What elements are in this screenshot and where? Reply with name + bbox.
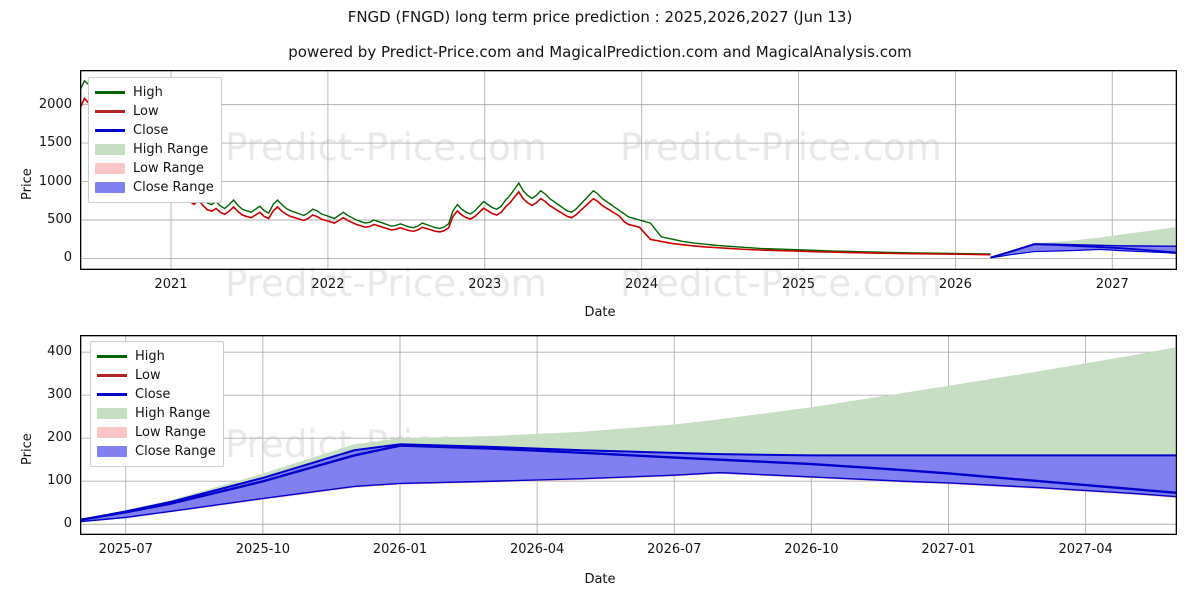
legend-label: High: [135, 349, 165, 364]
y-tick-label: 2000: [38, 96, 72, 112]
watermark: Predict-Price.com: [225, 126, 547, 169]
overview-legend-item: Low Range: [95, 159, 214, 178]
plot-frame: [80, 70, 1177, 270]
x-tick-label: 2022: [311, 277, 345, 292]
legend-label: High: [133, 85, 163, 100]
legend-label: Low Range: [135, 425, 206, 440]
legend-swatch-close-range-icon: [95, 182, 125, 193]
forecast-plot: [80, 335, 1177, 535]
overview-legend-item: Low: [95, 102, 214, 121]
x-tick-label: 2026: [938, 277, 972, 292]
legend-swatch-low-icon: [95, 110, 125, 113]
legend-label: High Range: [135, 406, 211, 421]
legend-swatch-close-range-icon: [97, 446, 127, 457]
overview-legend-item: Close Range: [95, 178, 214, 197]
close-lower-line: [80, 471, 1177, 523]
overview-chart-axes: [80, 70, 1177, 270]
close-upper-line: [990, 243, 1177, 259]
overview-y-axis-label: Price: [20, 168, 35, 200]
forecast-legend-item: Close: [97, 385, 216, 404]
close-lower-line: [990, 248, 1177, 259]
high-range-band: [990, 226, 1177, 258]
close-line: [80, 444, 1177, 522]
legend-label: Close: [133, 123, 169, 138]
legend-label: Close: [135, 387, 171, 402]
overview-plot: [80, 70, 1177, 270]
legend-label: Close Range: [135, 444, 216, 459]
y-tick-label: 0: [63, 516, 72, 532]
forecast-legend-item: High: [97, 347, 216, 366]
x-tick-label: 2027: [1095, 277, 1129, 292]
legend-label: High Range: [133, 142, 209, 157]
legend-label: Low: [135, 368, 161, 383]
forecast-x-axis-label: Date: [584, 572, 616, 587]
legend-swatch-low-range-icon: [97, 427, 127, 438]
forecast-y-axis-label: Price: [20, 433, 35, 465]
close-range-band: [80, 444, 1177, 522]
x-tick-label: 2025: [781, 277, 816, 292]
legend-swatch-low-range-icon: [95, 163, 125, 174]
y-tick-label: 500: [47, 212, 72, 227]
y-tick-label: 1000: [38, 173, 72, 189]
page-title: FNGD (FNGD) long term price prediction :…: [347, 8, 853, 26]
y-tick-label: 300: [47, 387, 72, 403]
y-tick-label: 0: [63, 250, 72, 266]
overview-legend-item: High Range: [95, 140, 214, 159]
x-tick-label: 2025-07: [98, 542, 153, 557]
legend-label: Low Range: [133, 161, 204, 176]
overview-legend-item: High: [95, 83, 214, 102]
x-tick-label: 2026-07: [647, 542, 702, 557]
x-tick-label: 2027-04: [1058, 542, 1113, 557]
close-range-band: [990, 243, 1177, 258]
y-tick-label: 100: [47, 473, 72, 489]
y-tick-label: 1500: [38, 135, 72, 151]
forecast-chart-axes: [80, 335, 1177, 535]
legend-swatch-high-range-icon: [97, 408, 127, 419]
watermark: Predict-Price.com: [225, 423, 547, 466]
legend-label: Low: [133, 104, 159, 119]
x-tick-label: 2026-04: [509, 542, 565, 557]
y-tick-label: 200: [47, 430, 72, 446]
legend-swatch-low-icon: [97, 374, 127, 377]
overview-legend-item: Close: [95, 121, 214, 140]
watermark: Predict-Price.com: [620, 423, 942, 466]
legend-swatch-high-icon: [95, 91, 125, 94]
plot-frame: [80, 335, 1177, 535]
forecast-legend-item: Low Range: [97, 423, 216, 442]
overview-x-axis-label: Date: [584, 305, 616, 320]
legend-swatch-high-icon: [97, 355, 127, 358]
x-tick-label: 2025-10: [235, 542, 291, 557]
plot-frame: [80, 335, 1177, 535]
forecast-legend-item: High Range: [97, 404, 216, 423]
legend-swatch-close-icon: [95, 129, 125, 132]
legend-label: Close Range: [133, 180, 214, 195]
x-tick-label: 2024: [625, 277, 659, 292]
legend-swatch-high-range-icon: [95, 144, 125, 155]
chart-subtitle: powered by Predict-Price.com and Magical…: [288, 43, 912, 61]
x-tick-label: 2023: [468, 277, 502, 292]
low-range-band: [80, 472, 1177, 522]
watermark: Predict-Price.com: [620, 126, 942, 169]
close-line: [990, 243, 1177, 259]
x-tick-label: 2021: [154, 277, 188, 292]
x-tick-label: 2026-01: [372, 542, 428, 557]
x-tick-label: 2027-01: [921, 542, 976, 557]
forecast-legend-item: Low: [97, 366, 216, 385]
x-tick-label: 2026-10: [784, 542, 839, 557]
plot-frame: [80, 70, 1177, 270]
high-range-band: [80, 347, 1177, 520]
forecast-legend-item: Close Range: [97, 442, 216, 461]
legend-swatch-close-icon: [97, 393, 127, 396]
close-upper-line: [80, 443, 1177, 521]
forecast-legend: High Low Close High Range Low Range Close Ran…: [90, 341, 224, 467]
y-tick-label: 400: [47, 344, 72, 360]
overview-legend: High Low Close High Range Low Range Close Ran…: [88, 77, 222, 203]
low-range-band: [990, 249, 1177, 258]
